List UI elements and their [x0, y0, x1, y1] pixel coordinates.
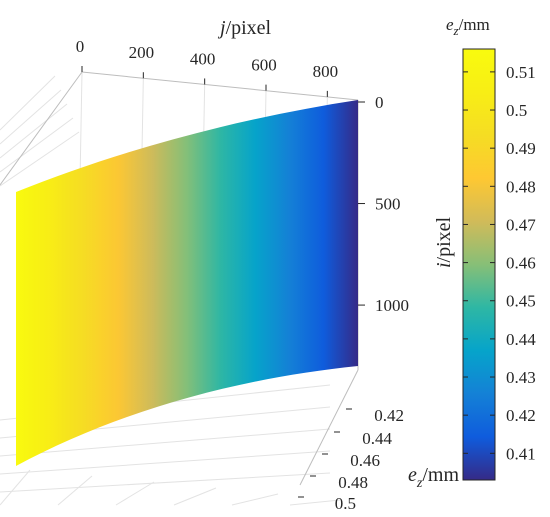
- j-tick-label: 400: [190, 49, 216, 68]
- j-tick-label: 200: [129, 43, 155, 62]
- ez-axis-ticks: 0.42 0.44 0.46 0.48 0.5: [298, 406, 404, 513]
- ez-tick-label: 0.42: [374, 406, 404, 425]
- ez-tick-label: 0.46: [350, 451, 380, 470]
- i-tick-label: 0: [375, 93, 384, 112]
- colorbar-tick-label: 0.44: [506, 330, 536, 349]
- j-tick-label: 0: [76, 37, 85, 56]
- j-tick-label: 600: [251, 56, 277, 75]
- ez-tick-label: 0.5: [335, 494, 356, 513]
- colorbar-tick-label: 0.46: [506, 254, 536, 273]
- colorbar-ticks: 0.41 0.42 0.43 0.44 0.45 0.46 0.47 0.48 0.49 0.5 0…: [463, 63, 536, 463]
- ez-axis-label: ez/mm: [408, 464, 459, 491]
- colorbar-tick-label: 0.47: [506, 215, 536, 234]
- j-axis-ticks: 0 200 400 600 800: [76, 37, 338, 97]
- i-axis-ticks: 0 500 1000: [358, 93, 409, 315]
- j-axis-label: j/pixel: [217, 17, 272, 39]
- colorbar-label: ez/mm: [446, 15, 490, 38]
- ez-tick-label: 0.48: [338, 473, 368, 492]
- colorbar-tick-label: 0.51: [506, 63, 536, 82]
- colorbar-tick-label: 0.41: [506, 444, 536, 463]
- surface-patch: [16, 100, 358, 466]
- ez-tick-label: 0.44: [362, 429, 392, 448]
- colorbar-tick-label: 0.48: [506, 177, 536, 196]
- colorbar-tick-label: 0.5: [506, 101, 527, 120]
- i-axis-label: i/pixel: [433, 216, 455, 268]
- j-tick-label: 800: [313, 62, 339, 81]
- colorbar-tick-label: 0.45: [506, 292, 536, 311]
- i-tick-label: 500: [375, 195, 401, 214]
- colorbar-tick-label: 0.42: [506, 406, 536, 425]
- colorbar-tick-label: 0.43: [506, 368, 536, 387]
- i-tick-label: 1000: [375, 296, 409, 315]
- colorbar: [462, 48, 496, 481]
- colorbar-tick-label: 0.49: [506, 139, 536, 158]
